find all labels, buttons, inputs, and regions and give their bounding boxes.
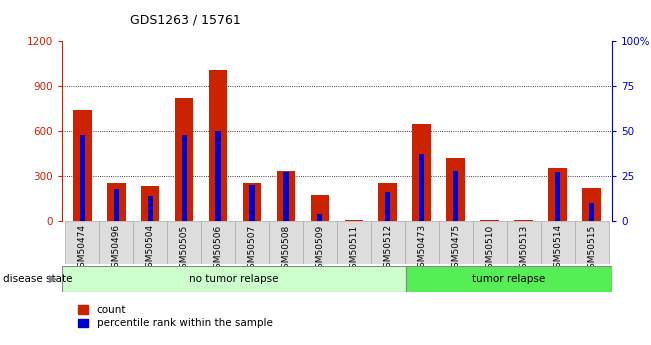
- Text: GSM50509: GSM50509: [316, 224, 324, 274]
- Bar: [405, 221, 439, 264]
- Text: GSM50475: GSM50475: [451, 224, 460, 273]
- Bar: [378, 184, 397, 221]
- Bar: [548, 168, 567, 221]
- Text: GSM50507: GSM50507: [247, 224, 256, 274]
- Bar: [413, 124, 431, 221]
- Bar: [215, 131, 221, 221]
- Bar: [99, 221, 133, 264]
- Bar: [506, 221, 540, 264]
- Bar: [277, 171, 296, 221]
- Text: GSM50515: GSM50515: [587, 224, 596, 274]
- Bar: [209, 70, 227, 221]
- Bar: [148, 196, 153, 221]
- Text: disease state: disease state: [3, 274, 73, 284]
- Bar: [311, 195, 329, 221]
- Bar: [555, 172, 560, 221]
- Bar: [283, 172, 288, 221]
- Bar: [65, 221, 99, 264]
- Text: GSM50474: GSM50474: [77, 224, 87, 273]
- Bar: [167, 221, 201, 264]
- Bar: [344, 220, 363, 221]
- Bar: [514, 220, 533, 221]
- Bar: [249, 185, 255, 221]
- Bar: [371, 221, 405, 264]
- Bar: [318, 214, 322, 221]
- Bar: [473, 221, 506, 264]
- Bar: [174, 98, 193, 221]
- Bar: [114, 188, 118, 221]
- Bar: [73, 110, 92, 221]
- Text: GSM50511: GSM50511: [350, 224, 358, 274]
- Bar: [243, 184, 261, 221]
- Text: ▶: ▶: [49, 274, 57, 284]
- Text: GSM50504: GSM50504: [146, 224, 155, 273]
- Bar: [419, 155, 424, 221]
- Bar: [575, 221, 609, 264]
- Bar: [439, 221, 473, 264]
- Bar: [540, 221, 575, 264]
- Text: no tumor relapse: no tumor relapse: [189, 274, 279, 284]
- Bar: [269, 221, 303, 264]
- Text: GSM50510: GSM50510: [485, 224, 494, 274]
- Text: GSM50512: GSM50512: [383, 224, 393, 273]
- Text: GSM50506: GSM50506: [214, 224, 223, 274]
- Text: GSM50505: GSM50505: [180, 224, 189, 274]
- Bar: [303, 221, 337, 264]
- Bar: [385, 192, 391, 221]
- Bar: [62, 266, 406, 292]
- Bar: [201, 221, 235, 264]
- Text: GSM50473: GSM50473: [417, 224, 426, 273]
- Bar: [235, 221, 269, 264]
- Bar: [141, 186, 159, 221]
- Bar: [133, 221, 167, 264]
- Bar: [589, 203, 594, 221]
- Bar: [582, 188, 601, 221]
- Bar: [406, 266, 612, 292]
- Text: GSM50513: GSM50513: [519, 224, 528, 274]
- Bar: [107, 183, 126, 221]
- Legend: count, percentile rank within the sample: count, percentile rank within the sample: [78, 305, 273, 328]
- Text: GSM50496: GSM50496: [112, 224, 120, 273]
- Bar: [480, 220, 499, 221]
- Text: GSM50508: GSM50508: [281, 224, 290, 274]
- Bar: [447, 158, 465, 221]
- Text: GDS1263 / 15761: GDS1263 / 15761: [130, 14, 241, 27]
- Bar: [337, 221, 371, 264]
- Text: tumor relapse: tumor relapse: [472, 274, 546, 284]
- Text: GSM50514: GSM50514: [553, 224, 562, 273]
- Bar: [182, 135, 187, 221]
- Bar: [79, 135, 85, 221]
- Bar: [453, 170, 458, 221]
